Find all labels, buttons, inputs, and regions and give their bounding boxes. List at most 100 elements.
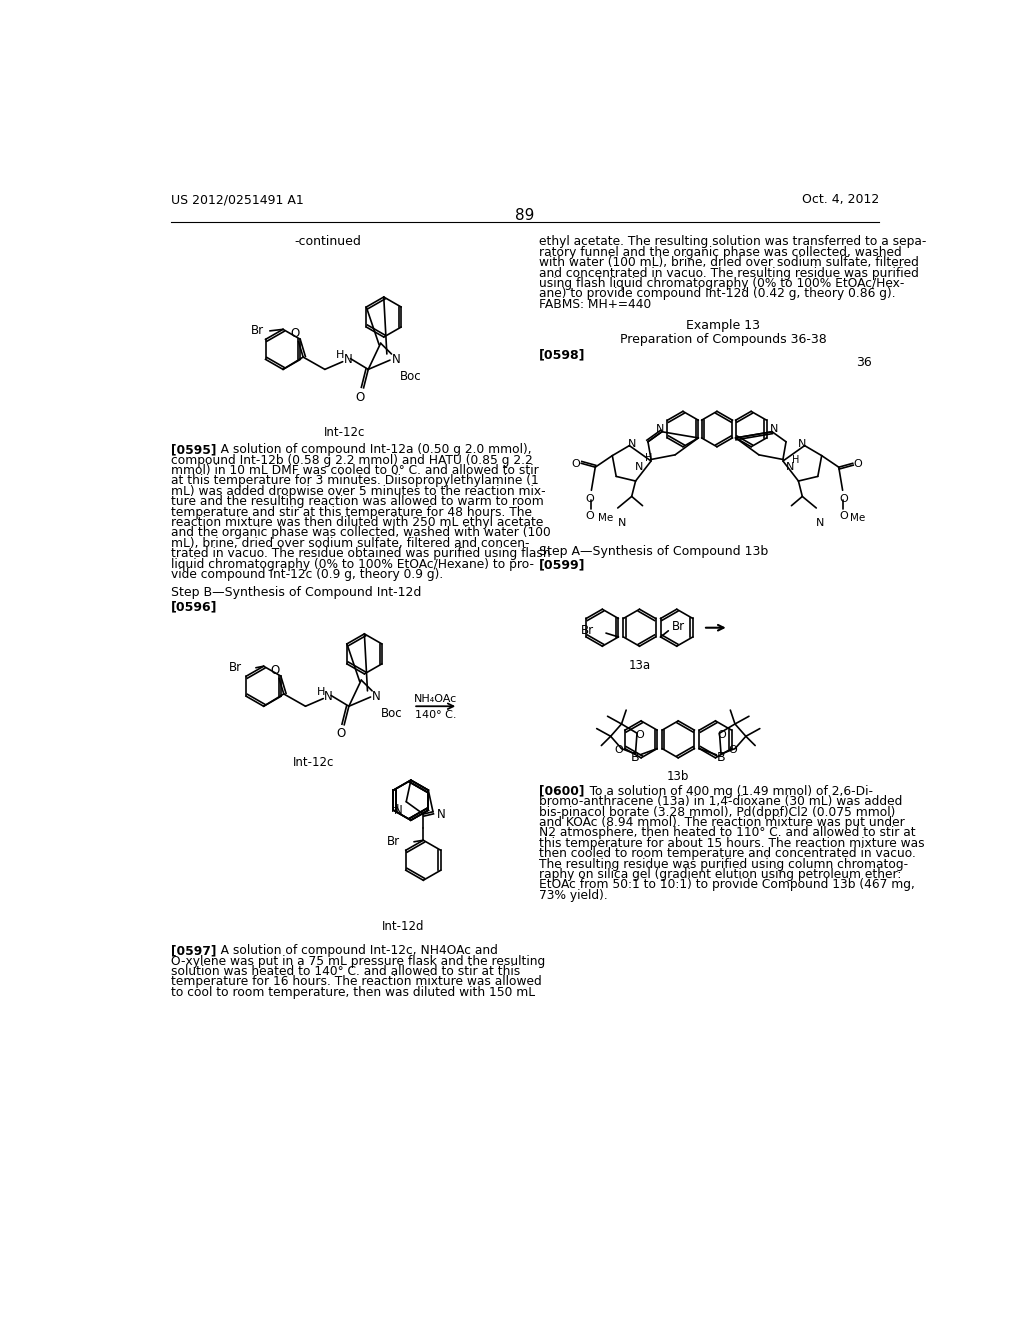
Text: temperature for 16 hours. The reaction mixture was allowed: temperature for 16 hours. The reaction m… <box>171 975 542 989</box>
Text: The resulting residue was purified using column chromatog-: The resulting residue was purified using… <box>539 858 908 871</box>
Text: H: H <box>336 350 344 360</box>
Text: O: O <box>635 730 644 739</box>
Text: raphy on silica gel (gradient elution using petroleum ether:: raphy on silica gel (gradient elution us… <box>539 869 901 880</box>
Text: [0596]: [0596] <box>171 601 217 612</box>
Text: 89: 89 <box>515 209 535 223</box>
Text: Oct. 4, 2012: Oct. 4, 2012 <box>802 193 879 206</box>
Text: O: O <box>337 727 346 741</box>
Text: O: O <box>728 746 737 755</box>
Text: N: N <box>372 690 381 702</box>
Text: ture and the resulting reaction was allowed to warm to room: ture and the resulting reaction was allo… <box>171 495 544 508</box>
Text: temperature and stir at this temperature for 48 hours. The: temperature and stir at this temperature… <box>171 506 531 519</box>
Text: ane) to provide compound Int-12d (0.42 g, theory 0.86 g).: ane) to provide compound Int-12d (0.42 g… <box>539 288 895 301</box>
Text: 36: 36 <box>856 356 872 368</box>
Text: Boc: Boc <box>400 370 422 383</box>
Text: Br: Br <box>228 661 242 675</box>
Text: and concentrated in vacuo. The resulting residue was purified: and concentrated in vacuo. The resulting… <box>539 267 919 280</box>
Text: Me: Me <box>598 512 612 523</box>
Text: O: O <box>356 391 366 404</box>
Text: N: N <box>393 804 402 817</box>
Text: N: N <box>798 440 807 449</box>
Text: [0597]: [0597] <box>171 944 216 957</box>
Text: N: N <box>816 517 824 528</box>
Text: H: H <box>391 804 399 814</box>
Text: [0595]: [0595] <box>171 444 216 457</box>
Text: N: N <box>769 424 778 434</box>
Text: N: N <box>391 352 400 366</box>
Text: O: O <box>571 459 581 470</box>
Text: ratory funnel and the organic phase was collected, washed: ratory funnel and the organic phase was … <box>539 246 901 259</box>
Text: Preparation of Compounds 36-38: Preparation of Compounds 36-38 <box>620 333 826 346</box>
Text: O: O <box>840 494 849 504</box>
Text: To a solution of 400 mg (1.49 mmol) of 2,6-Di-: To a solution of 400 mg (1.49 mmol) of 2… <box>578 785 872 797</box>
Text: compound Int-12b (0.58 g 2.2 mmol) and HATU (0.85 g 2.2: compound Int-12b (0.58 g 2.2 mmol) and H… <box>171 454 532 467</box>
Text: A solution of compound Int-12c, NH4OAc and: A solution of compound Int-12c, NH4OAc a… <box>209 944 499 957</box>
Text: bromo-anthracene (13a) in 1,4-dioxane (30 mL) was added: bromo-anthracene (13a) in 1,4-dioxane (3… <box>539 795 902 808</box>
Text: 73% yield).: 73% yield). <box>539 888 607 902</box>
Text: Me: Me <box>850 512 865 523</box>
Text: Step A—Synthesis of Compound 13b: Step A—Synthesis of Compound 13b <box>539 545 768 557</box>
Text: N: N <box>656 424 665 434</box>
Text: Int-12c: Int-12c <box>293 755 335 768</box>
Text: O: O <box>290 327 299 341</box>
Text: to cool to room temperature, then was diluted with 150 mL: to cool to room temperature, then was di… <box>171 986 535 999</box>
Text: liquid chromatography (0% to 100% EtOAc/Hexane) to pro-: liquid chromatography (0% to 100% EtOAc/… <box>171 557 534 570</box>
Text: mL), brine, dried over sodium sulfate, filtered and concen-: mL), brine, dried over sodium sulfate, f… <box>171 537 529 550</box>
Text: N: N <box>786 462 795 471</box>
Text: O-xylene was put in a 75 mL pressure flask and the resulting: O-xylene was put in a 75 mL pressure fla… <box>171 954 545 968</box>
Text: -continued: -continued <box>295 235 361 248</box>
Text: mL) was added dropwise over 5 minutes to the reaction mix-: mL) was added dropwise over 5 minutes to… <box>171 484 545 498</box>
Text: [0600]: [0600] <box>539 785 584 797</box>
Text: with water (100 mL), brine, dried over sodium sulfate, filtered: with water (100 mL), brine, dried over s… <box>539 256 919 269</box>
Text: O: O <box>270 664 280 677</box>
Text: 140° C.: 140° C. <box>415 710 457 721</box>
Text: ethyl acetate. The resulting solution was transferred to a sepa-: ethyl acetate. The resulting solution wa… <box>539 235 926 248</box>
Text: O: O <box>854 459 862 470</box>
Text: 13b: 13b <box>667 770 689 783</box>
Text: solution was heated to 140° C. and allowed to stir at this: solution was heated to 140° C. and allow… <box>171 965 520 978</box>
Text: trated in vacuo. The residue obtained was purified using flash: trated in vacuo. The residue obtained wa… <box>171 548 550 560</box>
Text: N: N <box>628 440 636 449</box>
Text: H: H <box>316 686 326 697</box>
Text: N: N <box>343 352 352 366</box>
Text: B: B <box>631 751 640 764</box>
Text: Boc: Boc <box>381 708 402 719</box>
Text: Int-12d: Int-12d <box>382 920 424 932</box>
Text: Br: Br <box>251 325 263 338</box>
Text: A solution of compound Int-12a (0.50 g 2.0 mmol),: A solution of compound Int-12a (0.50 g 2… <box>209 444 532 457</box>
Text: NH₄OAc: NH₄OAc <box>414 694 458 704</box>
Text: this temperature for about 15 hours. The reaction mixture was: this temperature for about 15 hours. The… <box>539 837 925 850</box>
Text: Br: Br <box>581 624 594 638</box>
Text: N: N <box>617 517 626 528</box>
Text: O: O <box>614 746 624 755</box>
Text: US 2012/0251491 A1: US 2012/0251491 A1 <box>171 193 303 206</box>
Text: H: H <box>793 455 800 465</box>
Text: B: B <box>717 751 725 764</box>
Text: EtOAc from 50:1 to 10:1) to provide Compound 13b (467 mg,: EtOAc from 50:1 to 10:1) to provide Comp… <box>539 878 914 891</box>
Text: N2 atmosphere, then heated to 110° C. and allowed to stir at: N2 atmosphere, then heated to 110° C. an… <box>539 826 915 840</box>
Text: O: O <box>586 511 594 521</box>
Text: O: O <box>840 511 849 521</box>
Text: and the organic phase was collected, washed with water (100: and the organic phase was collected, was… <box>171 527 550 540</box>
Text: using flash liquid chromatography (0% to 100% EtOAc/Hex-: using flash liquid chromatography (0% to… <box>539 277 904 290</box>
Text: O: O <box>586 494 594 504</box>
Text: H: H <box>645 453 652 463</box>
Text: Example 13: Example 13 <box>686 319 760 331</box>
Text: O: O <box>718 730 726 739</box>
Text: N: N <box>437 808 445 821</box>
Text: Br: Br <box>387 836 400 849</box>
Text: and KOAc (8.94 mmol). The reaction mixture was put under: and KOAc (8.94 mmol). The reaction mixtu… <box>539 816 904 829</box>
Text: FABMS: MH+=440: FABMS: MH+=440 <box>539 298 651 310</box>
Text: N: N <box>324 690 333 702</box>
Text: N: N <box>635 462 643 471</box>
Text: vide compound Int-12c (0.9 g, theory 0.9 g).: vide compound Int-12c (0.9 g, theory 0.9… <box>171 568 442 581</box>
Text: 13a: 13a <box>629 659 650 672</box>
Text: bis-pinacol borate (3.28 mmol), Pd(dppf)Cl2 (0.075 mmol): bis-pinacol borate (3.28 mmol), Pd(dppf)… <box>539 805 895 818</box>
Text: reaction mixture was then diluted with 250 mL ethyl acetate: reaction mixture was then diluted with 2… <box>171 516 543 529</box>
Text: Int-12c: Int-12c <box>325 426 366 440</box>
Text: at this temperature for 3 minutes. Diisopropylethylamine (1: at this temperature for 3 minutes. Diiso… <box>171 474 539 487</box>
Text: [0598]: [0598] <box>539 348 586 362</box>
Text: [0599]: [0599] <box>539 558 586 572</box>
Text: then cooled to room temperature and concentrated in vacuo.: then cooled to room temperature and conc… <box>539 847 915 861</box>
Text: Br: Br <box>672 619 685 632</box>
